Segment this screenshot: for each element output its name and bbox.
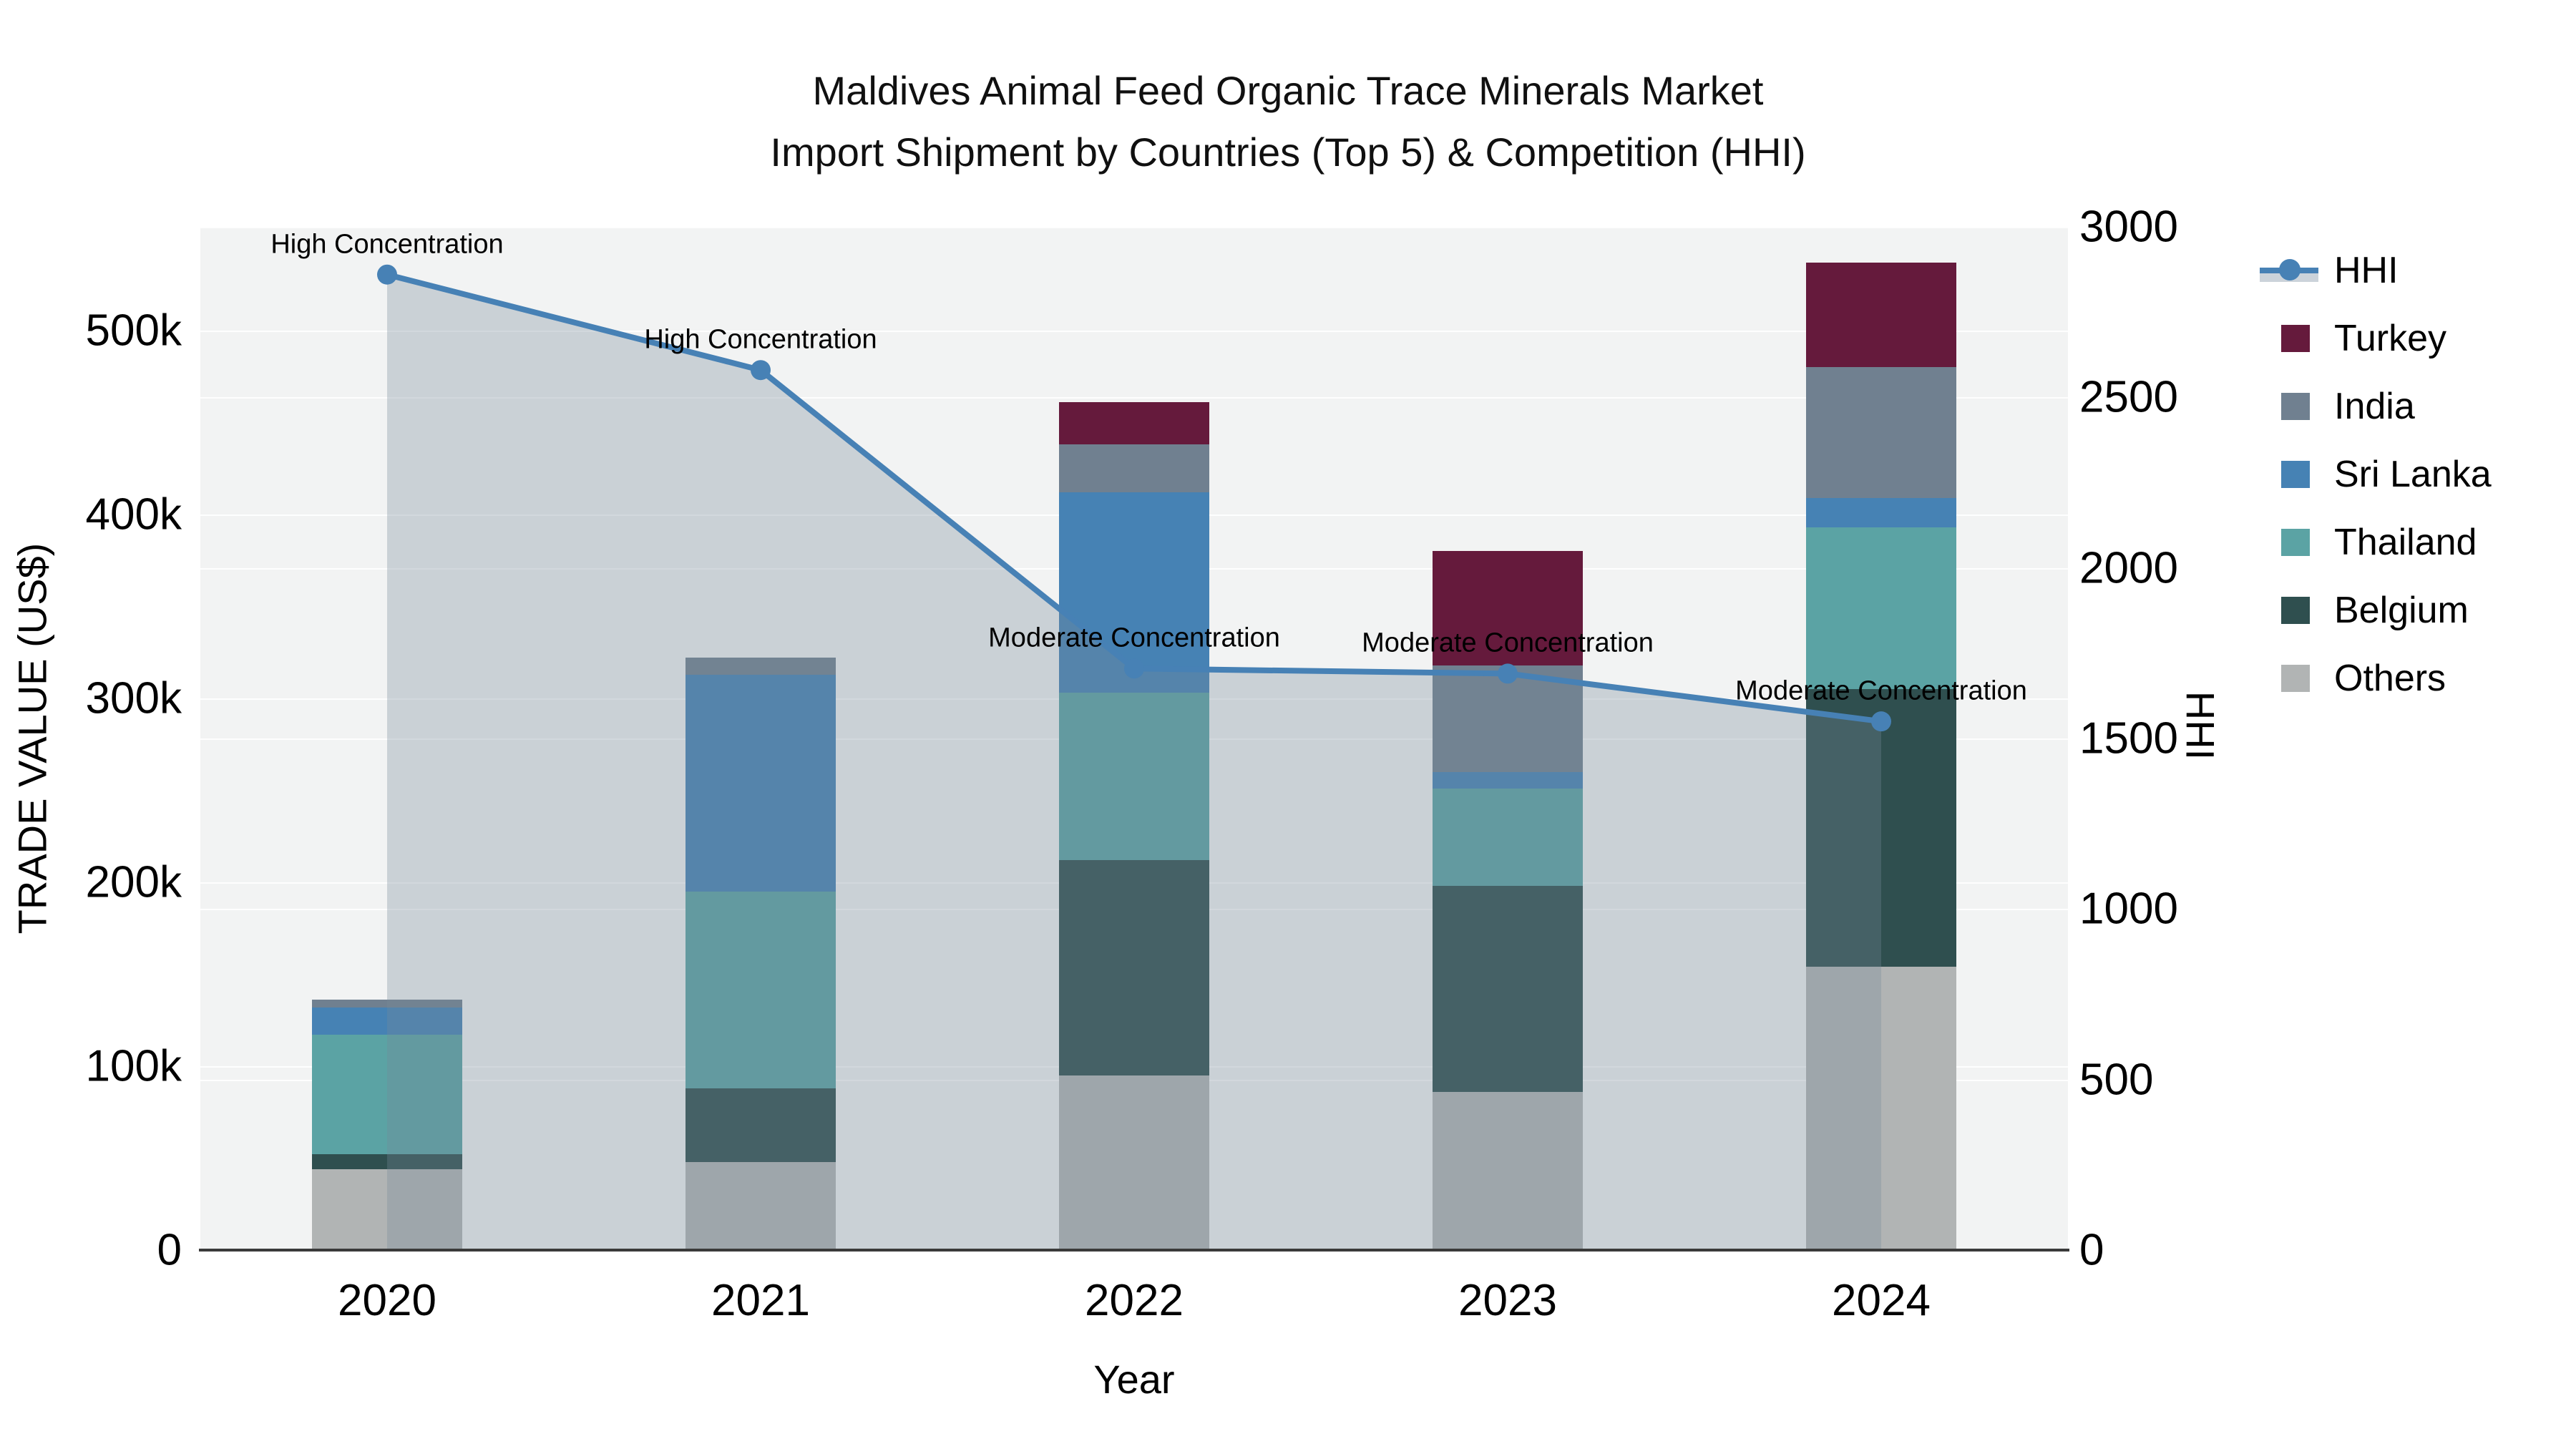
chart-title: Maldives Animal Feed Organic Trace Miner… [0,60,2576,183]
annotation-label: High Concentration [644,324,877,355]
hhi-marker [1871,711,1891,732]
color-swatch-icon [2254,521,2323,564]
bar-segment-india [312,1000,462,1008]
y-axis-title-right: HHI [2177,691,2223,761]
legend-item-others[interactable]: Others [2254,644,2492,712]
legend-item-turkey[interactable]: Turkey [2254,304,2492,372]
bar-segment-turkey [1433,551,1583,665]
y-tick-right: 500 [2079,1055,2154,1105]
gridline-left-axis [200,330,2068,332]
bar-segment-belgium [312,1154,462,1169]
hhi-line-icon [2254,249,2323,292]
bar-segment-sri-lanka [1433,771,1583,789]
y-tick-right: 2000 [2079,543,2178,593]
hhi-marker [1124,658,1144,679]
hhi-marker [377,264,397,285]
x-tick: 2020 [338,1276,436,1325]
bar-segment-turkey [1806,262,1956,368]
y-tick-left: 400k [85,489,182,540]
bar-segment-india [1806,367,1956,498]
bar-segment-others [1059,1075,1209,1250]
x-tick: 2023 [1458,1276,1557,1325]
chart-title-line1: Maldives Animal Feed Organic Trace Miner… [812,68,1764,113]
bar-segment-thailand [1433,788,1583,887]
y-tick-right: 1000 [2079,884,2178,934]
x-axis-title: Year [1093,1357,1175,1402]
bar-segment-belgium [1433,886,1583,1092]
x-axis-line [199,1249,2069,1252]
gridline-right-axis [200,227,2068,228]
x-tick: 2022 [1085,1276,1184,1325]
legend-item-thailand[interactable]: Thailand [2254,508,2492,576]
gridline-right-axis [200,397,2068,399]
y-tick-right: 3000 [2079,202,2178,252]
bar-segment-others [1806,967,1956,1250]
legend-swatch [2281,460,2310,488]
hhi-marker [751,360,771,381]
y-tick-right: 0 [2079,1225,2104,1275]
color-swatch-icon [2254,589,2323,632]
color-swatch-icon [2254,385,2323,428]
chart-title-line2: Import Shipment by Countries (Top 5) & C… [770,130,1806,175]
legend: HHI Turkey India Sri Lanka Thailand Belgium Ot… [2254,236,2492,712]
bar-segment-thailand [312,1035,462,1155]
legend-item-belgium[interactable]: Belgium [2254,576,2492,644]
legend-item-label: India [2334,385,2415,427]
annotation-label: High Concentration [270,229,504,260]
color-swatch-icon [2254,317,2323,360]
bar-segment-thailand [1059,693,1209,861]
y-tick-left: 200k [85,857,182,907]
bar-segment-india [686,658,836,675]
bar-segment-sri-lanka [312,1007,462,1035]
legend-item-sri-lanka[interactable]: Sri Lanka [2254,440,2492,508]
y-tick-right: 2500 [2079,372,2178,422]
annotation-label: Moderate Concentration [1362,628,1654,658]
legend-swatch [2281,392,2310,420]
hhi-area-fill [387,274,1881,1250]
legend-item-label: Belgium [2334,589,2469,631]
legend-item-label: Turkey [2334,317,2446,359]
y-tick-left: 300k [85,673,182,723]
hhi-marker [1498,663,1518,684]
y-tick-left: 100k [85,1041,182,1091]
bar-segment-turkey [1059,402,1209,445]
hhi-line-layer [377,264,1891,1250]
legend-item-india[interactable]: India [2254,372,2492,440]
annotation-label: Moderate Concentration [1735,675,2027,706]
plot-area [200,227,2068,1250]
legend-item-label: Others [2334,657,2446,699]
bar-segment-thailand [1806,527,1956,690]
bar-segment-sri-lanka [686,674,836,892]
bar-segment-india [1059,444,1209,493]
color-swatch-icon [2254,657,2323,700]
legend-item-label: Thailand [2334,521,2477,563]
bar-segment-belgium [686,1088,836,1162]
hhi-marker-sample [2279,258,2301,280]
legend-swatch [2281,596,2310,624]
legend-item-label: HHI [2334,249,2399,291]
x-tick: 2021 [711,1276,810,1325]
y-tick-left: 500k [85,306,182,356]
y-tick-left: 0 [157,1225,182,1275]
bar-segment-others [686,1161,836,1250]
legend-swatch [2281,664,2310,692]
x-tick: 2024 [1832,1276,1931,1325]
legend-item-label: Sri Lanka [2334,453,2492,495]
y-tick-right: 1500 [2079,713,2178,763]
color-swatch-icon [2254,453,2323,496]
annotation-label: Moderate Concentration [988,623,1280,653]
bar-segment-sri-lanka [1806,497,1956,527]
bar-segment-thailand [686,891,836,1088]
legend-swatch [2281,528,2310,556]
bar-segment-others [312,1169,462,1250]
bar-segment-belgium [1806,689,1956,967]
bar-segment-others [1433,1091,1583,1250]
bar-segment-belgium [1059,860,1209,1075]
legend-swatch [2281,324,2310,352]
legend-item-hhi[interactable]: HHI [2254,236,2492,304]
